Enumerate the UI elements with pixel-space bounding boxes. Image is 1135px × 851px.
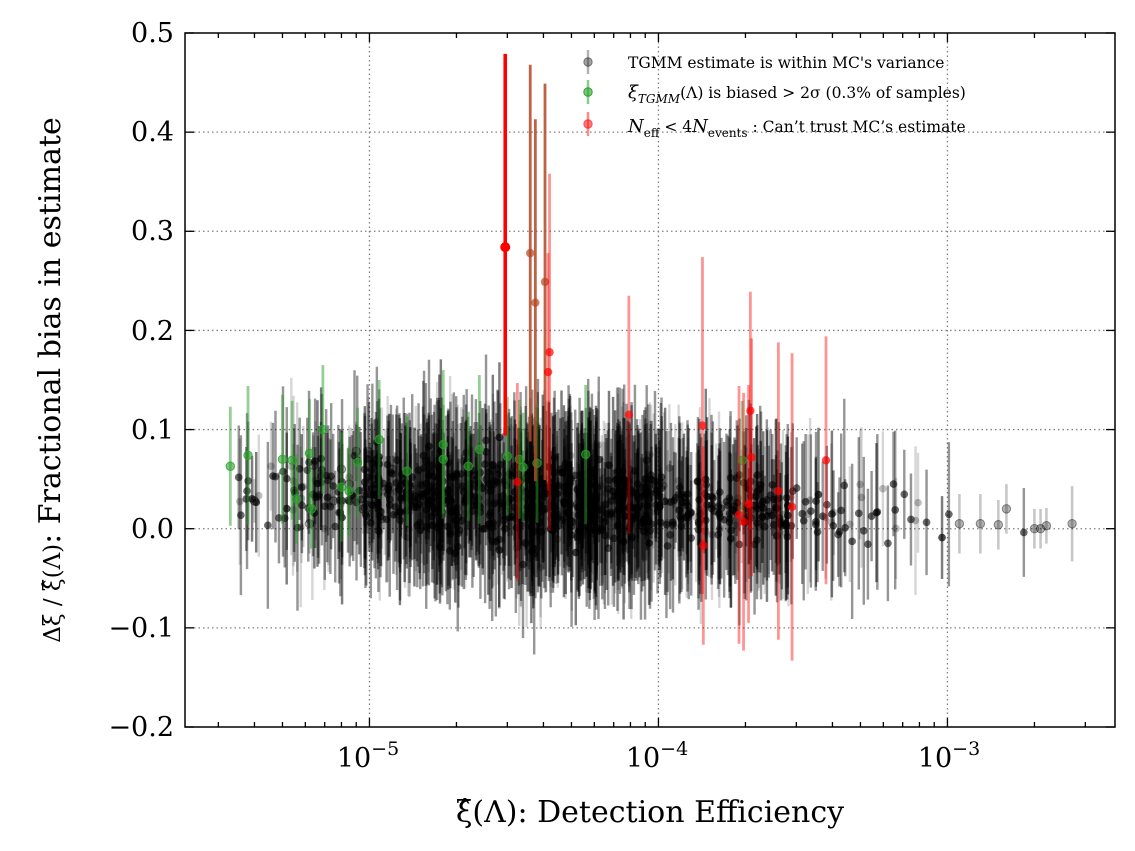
cloud-point	[669, 519, 677, 527]
cloud-point	[1020, 529, 1028, 537]
cloud-point	[484, 521, 492, 529]
cloud-point	[848, 538, 856, 546]
cloud-point	[587, 481, 595, 489]
cloud-point	[444, 486, 452, 494]
cloud-point	[907, 516, 915, 524]
cloud-point	[891, 506, 899, 514]
cloud-point	[800, 517, 808, 525]
cloud-point	[489, 461, 497, 469]
cloud-point	[855, 510, 863, 518]
cloud-point	[879, 485, 887, 493]
chart: 10−5 10−4 10−3 −0.2 −0.1 0.0 0.1 0.2 0.3…	[0, 0, 1135, 851]
cloud-point	[264, 522, 272, 530]
cloud-point	[945, 510, 953, 518]
cloud-point	[283, 505, 291, 513]
cloud-point	[436, 544, 444, 552]
cloud-point	[605, 461, 613, 469]
cloud-point	[860, 527, 868, 535]
cloud-point	[840, 482, 848, 490]
cloud-point	[645, 539, 653, 547]
cloud-point	[687, 534, 695, 542]
cloud-point	[793, 484, 801, 492]
cloud-point	[495, 546, 503, 554]
cloud-point	[708, 501, 716, 509]
cloud-point	[829, 522, 837, 530]
cloud-point	[784, 512, 792, 520]
cloud-point	[923, 519, 931, 527]
cloud-point	[807, 507, 815, 515]
cloud-point	[418, 481, 426, 489]
cloud-point	[900, 490, 908, 498]
cloud-point	[884, 540, 892, 548]
cloud-point	[670, 497, 678, 505]
cloud-point	[568, 517, 576, 525]
cloud-point	[237, 511, 245, 519]
